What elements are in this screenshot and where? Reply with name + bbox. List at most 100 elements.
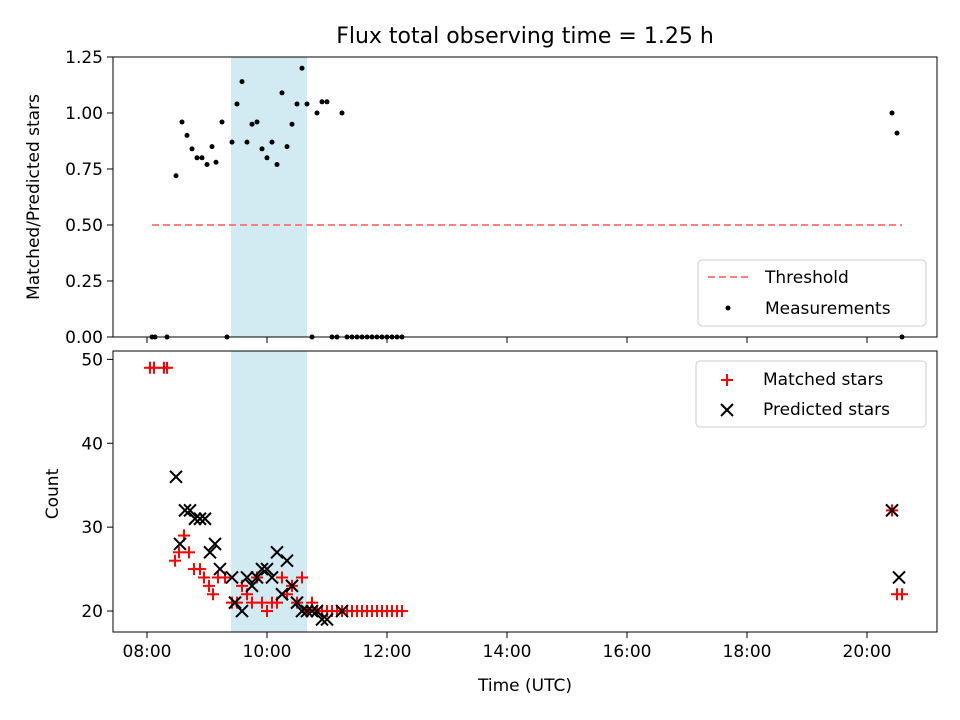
- measurement-point: [184, 132, 190, 138]
- x-tick-label: 10:00: [243, 642, 292, 662]
- predicted-star-marker: [260, 562, 274, 576]
- predicted-star-marker: [178, 503, 192, 518]
- measurement-point: [249, 121, 255, 127]
- predicted-star-marker: [169, 470, 183, 484]
- top-y-tick-label: 1.25: [65, 48, 103, 68]
- predicted-star-marker: [240, 570, 254, 585]
- bottom-axes-frame: [112, 350, 938, 633]
- measurement-point: [289, 121, 295, 127]
- measurement-point: [274, 162, 280, 168]
- predicted-star-marker: [885, 503, 899, 518]
- x-tick-label: 08:00: [123, 642, 172, 662]
- predicted-star-marker: [892, 570, 906, 585]
- matched-star-marker: [207, 588, 219, 601]
- x-axis-label: Time (UTC): [477, 676, 572, 696]
- measurement-point: [199, 155, 205, 161]
- measurement-point: [269, 139, 275, 145]
- measurements-legend-label: Measurements: [765, 299, 891, 319]
- matched-star-marker: [896, 588, 908, 601]
- x-tick-label: 18:00: [723, 642, 772, 662]
- measurement-point: [304, 101, 310, 107]
- measurement-point: [189, 146, 195, 152]
- top-y-tick-label: 0.25: [65, 272, 103, 292]
- predicted-star-marker: [280, 553, 294, 568]
- measurement-point: [204, 162, 210, 168]
- predicted-star-marker: [245, 579, 259, 593]
- bottom-y-axis-label: Count: [43, 468, 63, 519]
- bottom-y-tick-label: 50: [81, 350, 103, 370]
- bottom-panel: 20 30 40 50 08:00 10:00 12:00 14:00 16:00 18:00 2…: [43, 350, 938, 696]
- predicted-star-marker: [315, 612, 329, 627]
- measurement-point: [894, 130, 900, 136]
- predicted-star-marker: [320, 612, 334, 627]
- predicted-star-marker: [290, 595, 304, 610]
- bottom-legend-box: [695, 360, 927, 428]
- x-tick-label: 12:00: [363, 642, 412, 662]
- predicted-star-marker: [193, 512, 207, 526]
- predicted-star-marker: [213, 562, 227, 576]
- top-y-tick-label: 1.00: [65, 104, 103, 124]
- x-tick-label: 16:00: [603, 642, 652, 662]
- predicted-star-marker: [270, 545, 284, 560]
- bottom-x-ticks: 08:00 10:00 12:00 14:00 16:00 18:00 20:00: [123, 632, 892, 662]
- predicted-star-marker: [183, 503, 197, 518]
- measurement-point: [179, 119, 185, 125]
- measurement-point: [229, 139, 235, 145]
- matched-star-marker: [276, 571, 288, 584]
- predicted-star-marker: [305, 604, 319, 618]
- predicted-star-marker: [275, 587, 289, 601]
- measurement-point: [219, 119, 225, 125]
- bottom-y-tick-label: 40: [81, 434, 103, 454]
- bottom-y-tick-label: 20: [81, 602, 103, 622]
- matched-star-marker: [169, 554, 181, 567]
- matched-star-marker: [183, 546, 195, 559]
- measurement-point: [324, 99, 330, 105]
- threshold-legend-label: Threshold: [764, 268, 849, 288]
- matched-star-marker: [261, 605, 273, 618]
- matched-stars-points: [144, 361, 908, 618]
- measurement-point: [294, 101, 300, 107]
- x-tick-label: 20:00: [843, 642, 892, 662]
- predicted-star-marker: [285, 579, 299, 593]
- top-y-axis-label: Matched/Predicted stars: [24, 94, 44, 300]
- top-y-tick-label: 0.50: [65, 216, 103, 236]
- predicted-star-marker: [255, 562, 269, 576]
- top-axes-frame: [112, 56, 938, 338]
- predicted-star-marker: [198, 512, 212, 526]
- measurement-point: [244, 139, 250, 145]
- measurement-point: [234, 101, 240, 107]
- measurement-point: [239, 79, 245, 85]
- predicted-star-marker: [203, 545, 217, 560]
- measurement-point: [299, 65, 305, 71]
- matched-star-marker: [194, 563, 206, 576]
- top-y-tick-label: 0.75: [65, 160, 103, 180]
- matched-star-marker: [161, 361, 173, 374]
- measurement-point: [339, 110, 345, 116]
- predicted-star-marker: [310, 604, 324, 618]
- matched-star-marker: [203, 579, 215, 592]
- measurement-point: [209, 144, 215, 150]
- top-y-ticks: 0.00 0.25 0.50 0.75 1.00 1.25: [65, 48, 113, 348]
- top-legend: Threshold Measurements: [697, 259, 927, 327]
- measurement-point: [889, 110, 895, 116]
- chart-title: Flux total observing time = 1.25 h: [336, 24, 714, 49]
- measurement-point: [284, 144, 290, 150]
- predicted-star-marker: [335, 604, 349, 618]
- predicted-star-marker: [173, 537, 187, 551]
- predicted-star-marker: [295, 604, 309, 618]
- matched-star-marker: [198, 571, 210, 584]
- measurement-points: [149, 65, 905, 340]
- measurement-point: [264, 155, 270, 161]
- predicted-legend-swatch: [720, 403, 734, 417]
- predicted-star-marker: [188, 512, 202, 526]
- predicted-star-marker: [250, 570, 264, 585]
- measurements-legend-swatch: [725, 305, 731, 311]
- top-panel: 0.00 0.25 0.50 0.75 1.00 1.25 Flux total obse…: [24, 24, 938, 348]
- measurement-point: [259, 146, 265, 152]
- predicted-star-marker: [235, 604, 249, 618]
- top-shaded-region: [231, 57, 307, 337]
- measurement-point: [279, 90, 285, 96]
- x-tick-label: 14:00: [483, 642, 532, 662]
- measurement-point: [173, 173, 179, 179]
